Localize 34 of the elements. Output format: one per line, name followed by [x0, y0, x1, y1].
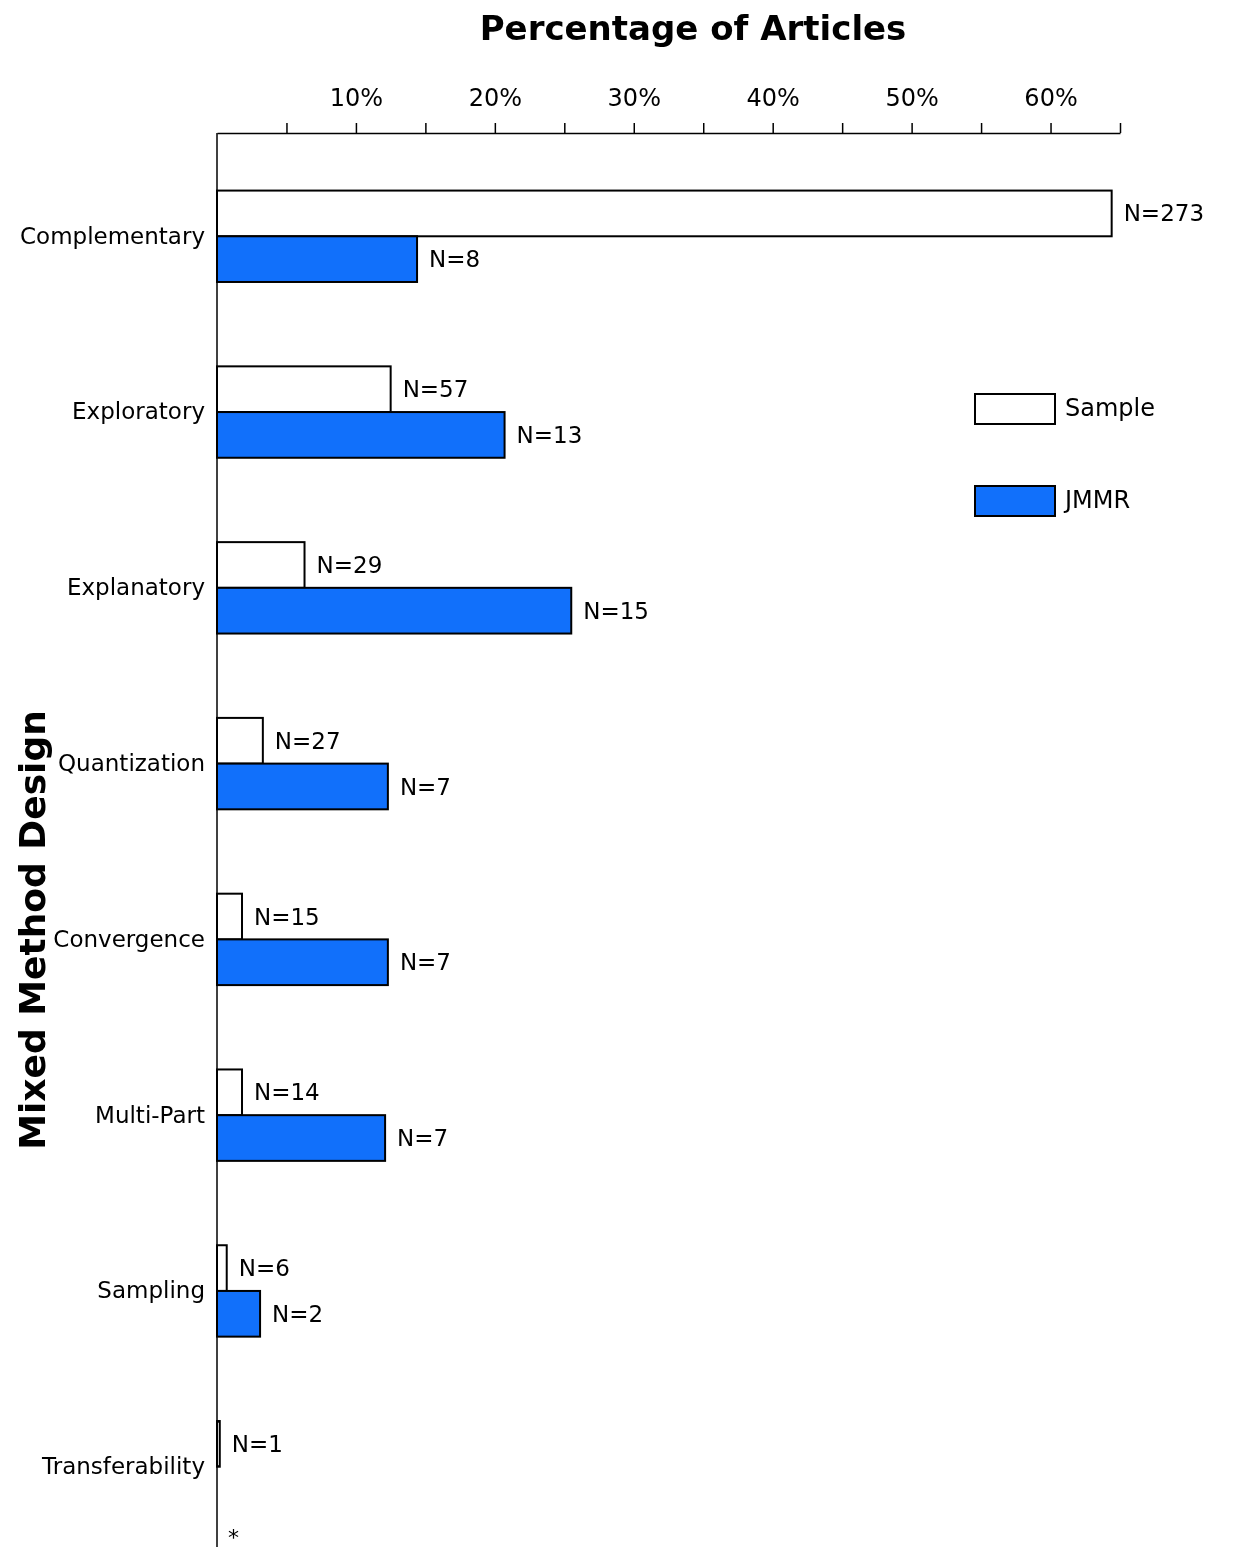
annotation: N=6: [238, 1255, 290, 1282]
annotation: N=29: [316, 552, 383, 579]
legend-label: Sample: [1065, 394, 1155, 423]
x-tick-label: 30%: [607, 83, 661, 112]
legend-label: JMMR: [1063, 486, 1131, 515]
y-tick-label: Sampling: [97, 1277, 205, 1304]
annotation: N=7: [399, 773, 451, 800]
annotation: N=8: [429, 246, 481, 273]
y-tick-label: Quantization: [58, 749, 205, 776]
x-tick-label: 20%: [468, 83, 523, 112]
y-tick-label: Exploratory: [72, 398, 205, 425]
y-tick-label: Multi-Part: [95, 1101, 205, 1128]
y-tick-label: Convergence: [53, 925, 205, 952]
chart-title: Percentage of Articles: [479, 8, 907, 48]
y-axis-title: Mixed Method Design: [12, 710, 53, 1150]
annotation: *: [228, 1525, 239, 1547]
y-tick-label: Complementary: [20, 222, 205, 249]
x-tick-label: 40%: [746, 83, 800, 112]
annotation: N=57: [402, 376, 469, 403]
annotation: N=7: [397, 1125, 449, 1152]
annotation: N=2: [272, 1300, 324, 1327]
annotation: N=1: [231, 1430, 283, 1457]
x-tick-label: 50%: [885, 83, 939, 112]
x-tick-label: 60%: [1024, 83, 1078, 112]
x-tick-label: 10%: [329, 83, 384, 112]
y-tick-label: Explanatory: [66, 574, 205, 601]
annotation: N=7: [399, 949, 451, 976]
annotation: N=27: [274, 727, 341, 754]
annotation: N=15: [583, 597, 649, 624]
annotation: N=13: [516, 421, 583, 448]
annotation: N=273: [1123, 200, 1205, 227]
annotation: N=14: [254, 1079, 320, 1106]
annotation: N=15: [254, 903, 320, 930]
y-tick-label: Transferability: [41, 1453, 205, 1480]
